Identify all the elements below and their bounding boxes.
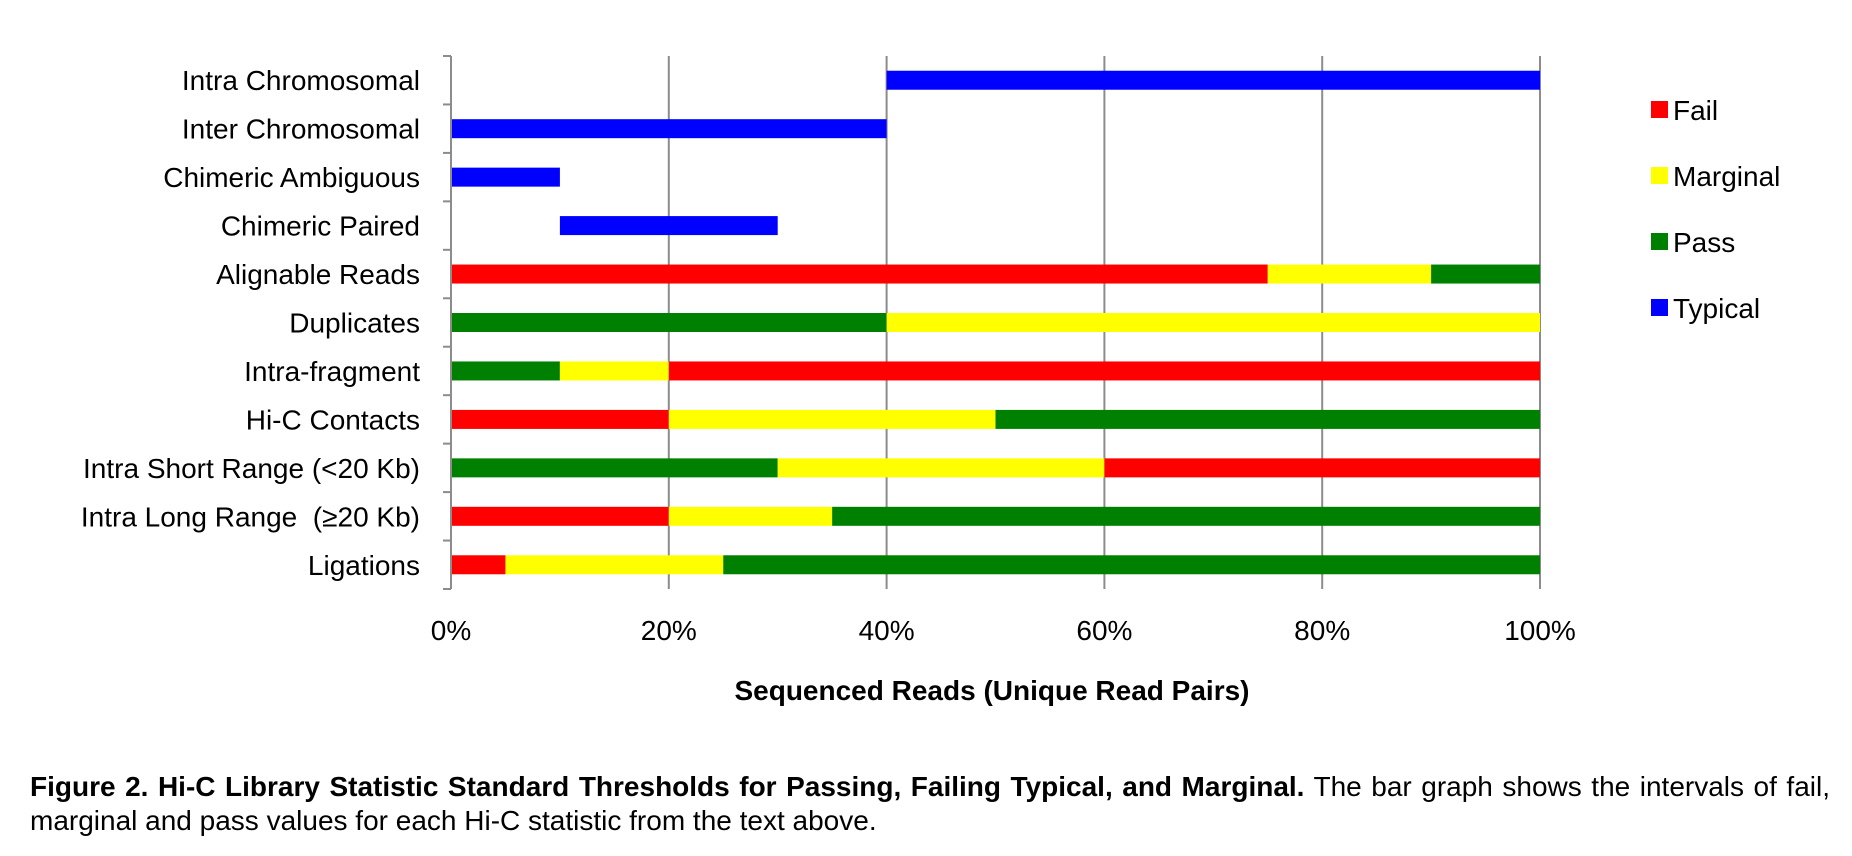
bars [451,70,1540,575]
category-label: Chimeric Paired [221,211,420,242]
category-label: Intra Chromosomal [182,65,420,96]
axes [443,55,452,590]
legend-label-typical: Typical [1673,293,1760,324]
legend-swatch-pass [1651,233,1668,250]
bar-chimeric-ambiguous-typical [451,167,560,187]
bar-ligations-fail [451,555,506,575]
legend-label-marginal: Marginal [1673,161,1780,192]
x-tick-label: 80% [1294,615,1350,646]
bar-intra-fragment-fail [668,361,1540,381]
x-tick-label: 20% [641,615,697,646]
category-label: Alignable Reads [216,259,420,290]
x-tick-label: 60% [1076,615,1132,646]
bar-intra-fragment-marginal [559,361,669,381]
category-label: Hi-C Contacts [246,404,420,435]
category-label: Duplicates [289,308,420,339]
bar-intra-short-range-20-kb-fail [1104,458,1540,478]
bar-intra-chromosomal-typical [886,70,1540,90]
x-axis-title: Sequenced Reads (Unique Read Pairs) [734,675,1249,706]
bar-intra-long-range-20-kb-pass [832,506,1540,526]
bar-ligations-marginal [505,555,724,575]
legend-swatch-typical [1651,299,1668,316]
x-tick-label: 100% [1504,615,1576,646]
bar-alignable-reads-marginal [1267,264,1432,284]
caption-title: Figure 2. Hi-C Library Statistic Standar… [30,771,1305,802]
category-label: Chimeric Ambiguous [163,162,420,193]
bar-duplicates-pass [451,313,887,332]
category-label: Intra Long Range (≥20 Kb) [81,501,420,532]
category-label: Ligations [308,550,420,581]
bar-alignable-reads-pass [1431,264,1540,284]
x-tick-labels: 0% 20% 40% 60% 80% 100% [431,615,1576,646]
bar-intra-short-range-20-kb-pass [451,458,778,478]
bar-intra-short-range-20-kb-marginal [777,458,1105,478]
category-label: Inter Chromosomal [182,114,420,145]
caption-text: The bar graph shows the intervals of fai… [30,771,1830,836]
category-label: Intra-fragment [244,356,420,387]
bar-intra-long-range-20-kb-marginal [668,506,833,526]
x-tick-label: 0% [431,615,471,646]
legend-label-fail: Fail [1673,95,1718,126]
bar-hi-c-contacts-pass [995,409,1540,429]
bar-chimeric-paired-typical [559,216,778,236]
category-labels: Intra Chromosomal Inter Chromosomal Chimer… [81,65,420,581]
bar-intra-fragment-pass [451,361,560,381]
legend-swatch-marginal [1651,167,1668,184]
category-label: Intra Short Range (<20 Kb) [83,453,420,484]
bar-inter-chromosomal-typical [451,119,887,139]
bar-hi-c-contacts-fail [451,409,669,429]
bar-ligations-pass [723,555,1540,575]
legend: Fail Marginal Pass Typical [1651,95,1780,324]
bar-duplicates-marginal [886,313,1540,332]
legend-swatch-fail [1651,101,1668,118]
bar-alignable-reads-fail [451,264,1268,284]
bar-intra-long-range-20-kb-fail [451,506,669,526]
figure-caption: Figure 2. Hi-C Library Statistic Standar… [30,770,1830,838]
x-tick-label: 40% [859,615,915,646]
chart: Intra Chromosomal Inter Chromosomal Chimer… [81,55,1780,706]
bar-hi-c-contacts-marginal [668,409,996,429]
legend-label-pass: Pass [1673,227,1735,258]
